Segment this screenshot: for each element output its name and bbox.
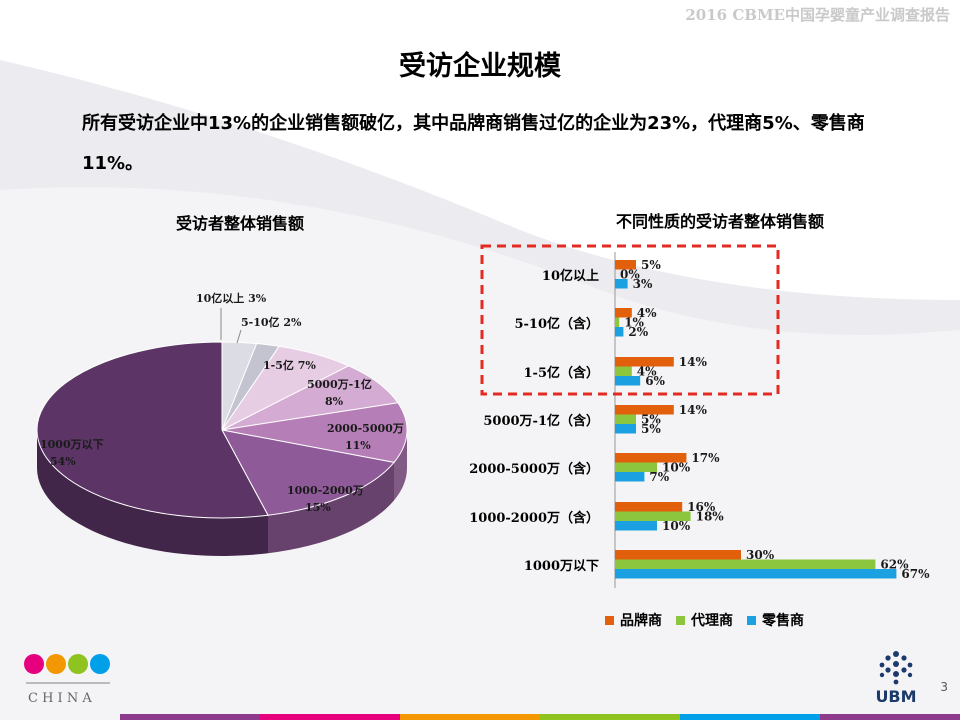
bar-0-3 [615,405,674,415]
bar-value-label-1-2: 4% [637,365,657,379]
bar-value-label-2-0: 3% [633,277,653,291]
pie-label-1: 5-10亿 2% [241,315,302,329]
bar-value-label-1-6: 62% [880,558,909,572]
bar-0-5 [615,502,683,512]
ubm-logo-text: UBM [875,687,916,706]
summary-text: 所有受访企业中13%的企业销售额破亿，其中品牌商销售过亿的企业为23%，代理商5… [82,113,865,174]
bar-value-label-2-2: 6% [645,374,665,388]
cbme-logo-subtitle: C H I N A [28,691,92,706]
bar-0-0 [615,260,636,270]
bar-chart-legend: 品牌商 代理商 零售商 [605,610,804,630]
bar-value-label-0-0: 5% [641,258,661,272]
legend-item-brand: 品牌商 [605,610,662,630]
bar-value-label-0-2: 14% [679,355,708,369]
bar-category-label-6: 1000万以下 [524,559,599,574]
bar-value-label-0-6: 30% [746,548,775,562]
bar-1-4 [615,462,657,472]
bar-category-label-0: 10亿以上 [542,268,599,284]
bar-value-label-2-3: 5% [641,422,661,436]
pie-slice-5 [221,429,395,516]
bar-value-label-2-1: 2% [628,325,648,339]
legend-swatch-retailer [747,615,756,625]
bar-value-label-0-3: 14% [679,403,708,417]
pie-chart-title: 受访者整体销售额 [175,214,304,233]
pie-slice-3 [221,365,399,431]
bar-category-label-4: 2000-5000万（含） [469,461,599,477]
pie-label-6: 1000万以下 54% [40,438,104,468]
bar-category-label-1: 5-10亿（含） [514,316,599,332]
bar-2-5 [615,521,657,531]
report-title: 2016 CBME中国孕婴童产业调查报告 [685,6,950,24]
page-number: 3 [940,680,948,694]
legend-item-retailer: 零售商 [747,610,804,630]
bar-value-label-0-1: 4% [637,306,657,320]
pie-label-5: 1000-2000万 15% [287,484,364,514]
legend-label-retailer: 零售商 [762,613,804,629]
pie-slice-side-5 [268,462,395,554]
legend-label-agent: 代理商 [691,613,733,629]
pie-slice-side-6 [37,430,269,556]
ubm-logo: UBM [875,651,917,706]
slide-title: 受访企业规模 [399,51,561,82]
bar-category-label-5: 1000-2000万（含） [469,510,599,526]
bottom-color-bar [120,714,960,720]
bar-category-label-2: 1-5亿（含） [524,365,600,381]
pie-label-2: 1-5亿 7% [263,358,316,372]
bar-2-2 [615,376,641,386]
bar-value-label-0-4: 17% [691,451,720,465]
bar-2-6 [615,569,897,579]
bar-1-5 [615,511,691,521]
bar-1-2 [615,366,632,376]
bar-1-6 [615,559,876,569]
pie-label-4: 2000-5000万 11% [327,422,404,452]
legend-label-brand: 品牌商 [620,613,662,629]
bar-value-label-2-4: 7% [649,470,669,484]
bar-chart-title: 不同性质的受访者整体销售额 [615,212,824,231]
bar-2-1 [615,327,624,337]
bar-category-label-3: 5000万-1亿（含） [483,413,599,429]
bar-1-1 [615,317,620,327]
bar-2-0 [615,279,628,289]
bar-0-6 [615,550,741,560]
legend-swatch-brand [605,615,614,625]
bar-value-label-1-3: 5% [641,413,661,427]
bar-value-label-2-6: 67% [901,567,930,581]
pie-slice-6 [36,341,269,519]
bar-value-label-1-0: 0% [620,268,640,282]
bar-2-3 [615,424,636,434]
legend-item-agent: 代理商 [676,610,733,630]
bar-value-label-1-5: 18% [696,510,725,524]
pie-label-3: 5000万-1亿 8% [307,377,372,408]
cbme-logo: C H I N A [24,654,110,706]
bar-value-label-2-5: 10% [662,519,691,533]
pie-slice-4 [221,402,408,463]
bar-2-4 [615,472,645,482]
bar-value-label-1-4: 10% [662,461,691,475]
bar-value-label-1-1: 1% [624,316,644,330]
bar-0-1 [615,308,632,318]
pie-label-0: 10亿以上 3% [196,291,267,305]
bar-value-label-0-5: 16% [687,500,716,514]
bar-1-3 [615,414,636,424]
pie-leader-line-1 [236,329,242,344]
bar-0-4 [615,453,687,463]
legend-swatch-agent [676,615,685,625]
highlight-box [480,244,780,396]
bar-0-2 [615,357,674,367]
